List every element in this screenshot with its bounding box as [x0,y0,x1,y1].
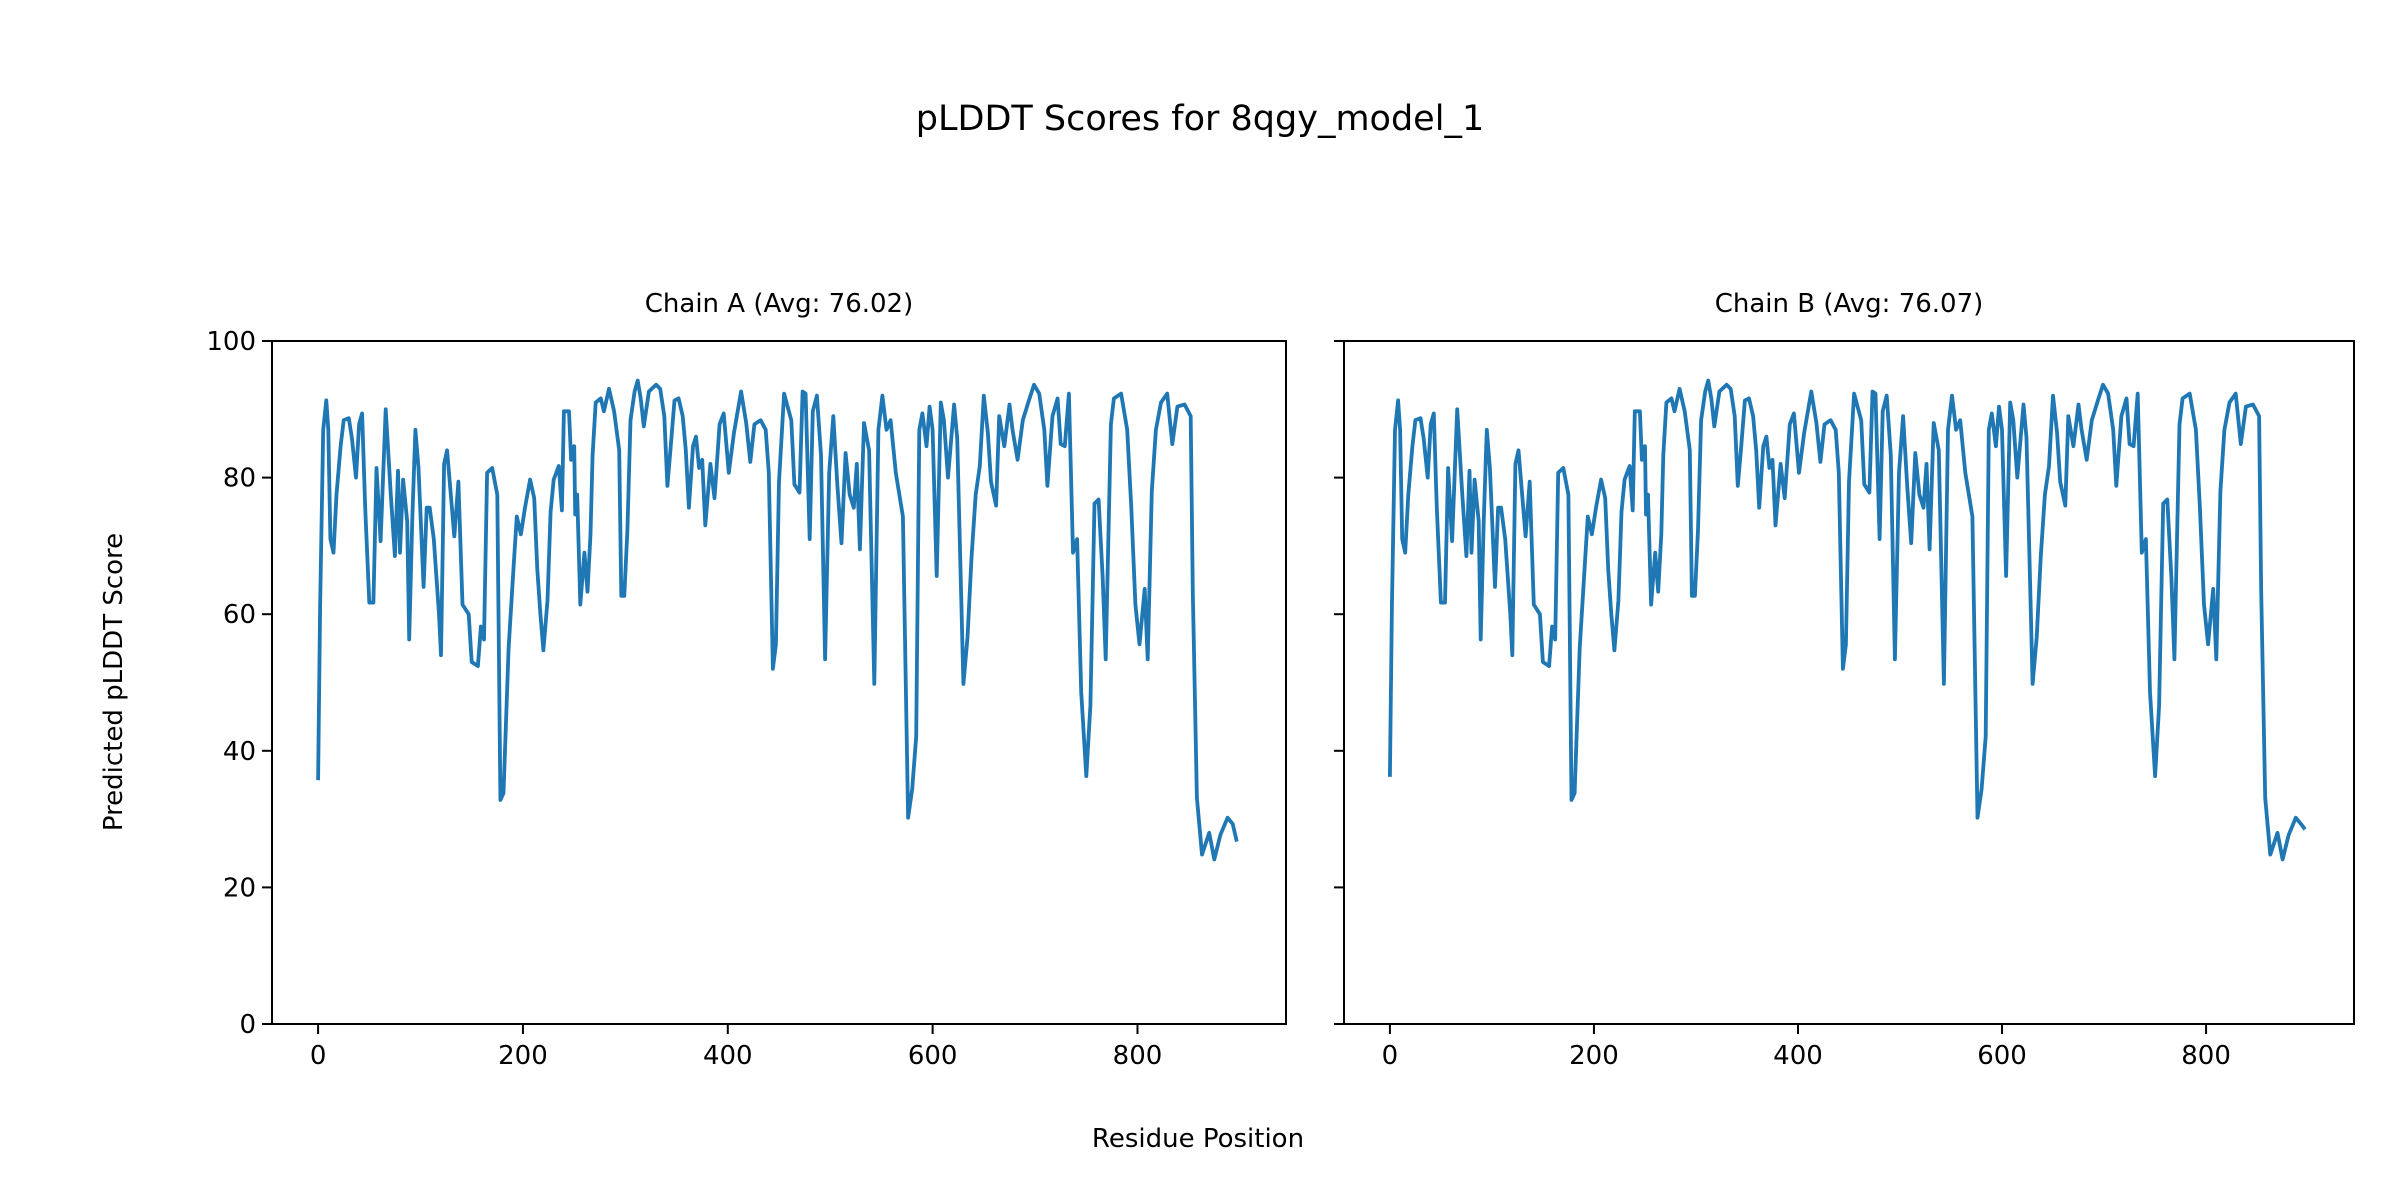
x-axis-label: Residue Position [1092,1124,1304,1154]
chain-b-panel: Chain B (Avg: 76.07) 0 200 400 600 800 [1334,289,2355,1071]
y-tick-label: 0 [239,1010,256,1040]
y-tick-label: 80 [223,464,256,494]
x-tick-label: 0 [1382,1041,1399,1071]
figure-title: pLDDT Scores for 8qgy_model_1 [916,99,1484,139]
x-tick-label: 600 [908,1041,958,1071]
x-tick-label: 400 [703,1041,753,1071]
x-tick-label: 200 [498,1041,548,1071]
chain-b-title: Chain B (Avg: 76.07) [1715,289,1984,319]
chain-a-panel: Chain A (Avg: 76.02) 0 200 400 600 800 0 20 40 6… [206,289,1287,1071]
y-tick-label: 100 [206,327,256,357]
x-tick-label: 400 [1773,1041,1823,1071]
plddt-line-chain-b [1388,378,2307,862]
y-tick-label: 20 [223,873,256,903]
x-tick-label: 800 [1113,1041,1163,1071]
axes-frame [271,340,1287,1025]
y-tick-label: 60 [223,600,256,630]
x-tick-label: 200 [1569,1041,1619,1071]
x-tick-label: 0 [310,1041,327,1071]
axes-frame [1343,340,2355,1025]
y-tick-label: 40 [223,737,256,767]
chain-a-title: Chain A (Avg: 76.02) [645,289,913,319]
x-tick-label: 800 [2181,1041,2231,1071]
plddt-line-chain-a [316,378,1239,862]
y-axis-label: Predicted pLDDT Score [99,533,129,831]
x-tick-label: 600 [1977,1041,2027,1071]
